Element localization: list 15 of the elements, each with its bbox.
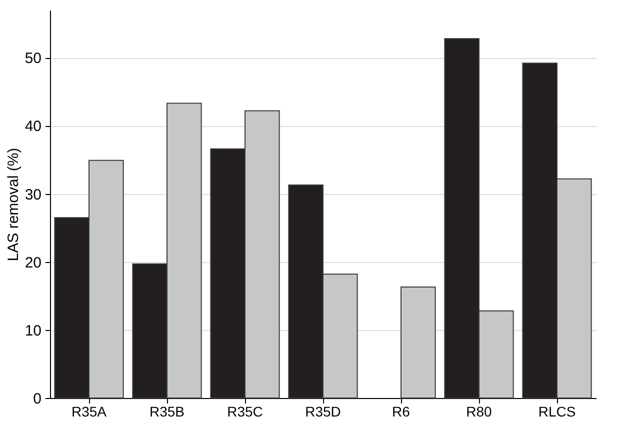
y-tick-label: 0 [33,390,42,408]
y-tick-label: 50 [24,50,42,68]
y-tick-label: 20 [24,254,42,272]
x-tick-label: R6 [392,404,410,420]
x-tick-label: RLCS [538,404,576,420]
y-tick-label: 10 [24,322,42,340]
y-axis-title: LAS removal (%) [4,148,22,262]
x-tick-label: R35B [149,404,185,420]
x-tick-label: R35A [71,404,108,420]
x-tick-label: R35C [227,404,263,420]
x-tick-label: R80 [466,404,492,420]
bar [400,286,436,398]
y-tick-label: 30 [24,186,42,204]
y-tick-label: 40 [24,118,42,136]
x-tick-label: R35D [305,404,341,420]
